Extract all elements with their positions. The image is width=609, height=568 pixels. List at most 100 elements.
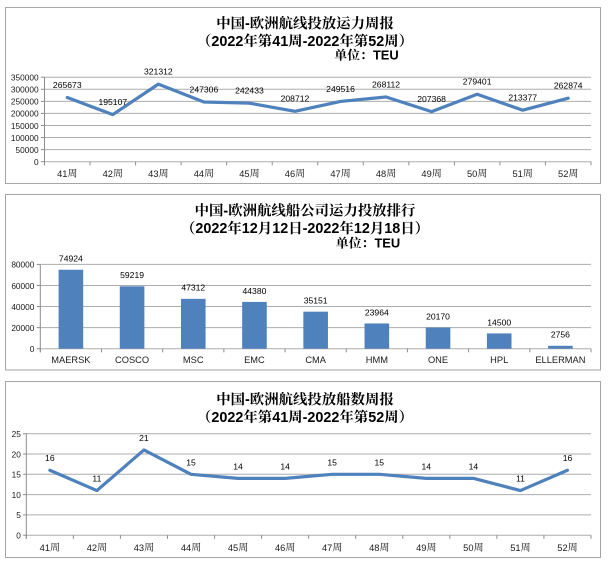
svg-text:46: 46	[275, 543, 285, 553]
svg-text:200000: 200000	[11, 109, 39, 119]
svg-text:CMA: CMA	[305, 355, 326, 365]
svg-text:52: 52	[368, 410, 384, 426]
svg-text:HMM: HMM	[366, 355, 388, 365]
svg-text:14: 14	[422, 461, 432, 471]
svg-text:51: 51	[513, 169, 523, 179]
svg-text:50: 50	[467, 169, 477, 179]
svg-text:12: 12	[272, 221, 288, 237]
svg-text:247306: 247306	[190, 84, 219, 94]
svg-text:250000: 250000	[11, 97, 39, 107]
svg-text:279401: 279401	[463, 77, 492, 87]
svg-text:213377: 213377	[508, 92, 537, 102]
svg-text:20170: 20170	[426, 311, 450, 321]
svg-text:45: 45	[239, 169, 249, 179]
svg-text:TEU: TEU	[374, 236, 400, 251]
svg-text:48: 48	[369, 543, 379, 553]
svg-text:44: 44	[181, 543, 191, 553]
svg-text:45: 45	[228, 543, 238, 553]
svg-text:59219: 59219	[120, 270, 144, 280]
svg-text:207368: 207368	[417, 94, 446, 104]
svg-text:321312: 321312	[144, 66, 173, 76]
svg-text:25: 25	[12, 429, 22, 439]
svg-text:TEU: TEU	[373, 48, 399, 63]
svg-text:15: 15	[327, 457, 337, 467]
svg-text:74924: 74924	[59, 254, 83, 264]
svg-text:42: 42	[87, 543, 97, 553]
svg-text:5: 5	[16, 510, 21, 520]
svg-text:23964: 23964	[365, 307, 389, 317]
svg-text:43: 43	[134, 543, 144, 553]
svg-text:2022: 2022	[195, 221, 227, 237]
svg-text:265673: 265673	[53, 80, 82, 90]
svg-text:50: 50	[463, 543, 473, 553]
svg-text:268112: 268112	[372, 79, 400, 89]
svg-text:47: 47	[330, 169, 340, 179]
svg-text:2022: 2022	[211, 34, 243, 50]
svg-text:52: 52	[558, 169, 568, 179]
svg-text:80000: 80000	[11, 260, 34, 270]
svg-text:0: 0	[16, 531, 21, 541]
svg-text:195107: 195107	[98, 97, 127, 107]
svg-text:18: 18	[384, 221, 400, 237]
svg-text:43: 43	[148, 169, 158, 179]
svg-text:46: 46	[285, 169, 295, 179]
svg-text:42: 42	[103, 169, 113, 179]
svg-text:-2022: -2022	[303, 34, 340, 50]
svg-text:-: -	[245, 16, 250, 32]
svg-text:16: 16	[45, 453, 55, 463]
svg-text:COSCO: COSCO	[115, 355, 149, 365]
svg-text:10: 10	[12, 490, 22, 500]
svg-text:249516: 249516	[326, 84, 355, 94]
svg-text:60000: 60000	[11, 281, 34, 291]
svg-text:MSC: MSC	[183, 355, 204, 365]
svg-text:242433: 242433	[235, 85, 264, 95]
svg-text:MAERSK: MAERSK	[51, 355, 91, 365]
svg-text:44380: 44380	[243, 286, 267, 296]
svg-text:20: 20	[12, 449, 22, 459]
svg-text:-2022: -2022	[303, 410, 340, 426]
svg-text:11: 11	[92, 474, 101, 484]
svg-text:47312: 47312	[181, 283, 205, 293]
svg-text:44: 44	[194, 169, 204, 179]
svg-text:0: 0	[30, 344, 35, 354]
svg-text:208712: 208712	[281, 94, 310, 104]
svg-text:11: 11	[516, 474, 525, 484]
svg-text:41: 41	[272, 34, 288, 50]
svg-text:12: 12	[354, 221, 370, 237]
svg-text:52: 52	[368, 34, 384, 50]
svg-text:16: 16	[563, 453, 573, 463]
svg-text:47: 47	[322, 543, 332, 553]
svg-text:ELLERMAN: ELLERMAN	[535, 355, 585, 365]
svg-text:2756: 2756	[551, 330, 570, 340]
svg-text:350000: 350000	[11, 73, 39, 83]
svg-text:41: 41	[40, 543, 50, 553]
svg-text:-: -	[245, 392, 250, 408]
svg-text:49: 49	[416, 543, 426, 553]
svg-text:50000: 50000	[16, 145, 39, 155]
svg-text:EMC: EMC	[244, 355, 265, 365]
svg-text:15: 15	[12, 470, 22, 480]
svg-text:49: 49	[421, 169, 431, 179]
svg-text:14: 14	[280, 461, 290, 471]
svg-text:52: 52	[557, 543, 567, 553]
svg-text:100000: 100000	[11, 133, 39, 143]
svg-text:14500: 14500	[487, 317, 511, 327]
svg-text:0: 0	[34, 157, 39, 167]
svg-text:35151: 35151	[304, 296, 328, 306]
svg-text:12: 12	[242, 221, 258, 237]
svg-text:48: 48	[376, 169, 386, 179]
svg-text:-2022: -2022	[303, 221, 340, 237]
svg-text:40000: 40000	[11, 302, 34, 312]
svg-text:51: 51	[510, 543, 520, 553]
svg-text:ONE: ONE	[428, 355, 448, 365]
svg-text:262874: 262874	[554, 81, 583, 91]
svg-text:20000: 20000	[11, 323, 34, 333]
svg-text:300000: 300000	[11, 85, 39, 95]
svg-text:21: 21	[139, 433, 149, 443]
svg-text:14: 14	[469, 461, 479, 471]
svg-text:150000: 150000	[11, 121, 39, 131]
svg-text:-: -	[223, 203, 228, 219]
svg-text:HPL: HPL	[490, 355, 508, 365]
svg-text:14: 14	[233, 461, 243, 471]
svg-text:15: 15	[374, 457, 384, 467]
